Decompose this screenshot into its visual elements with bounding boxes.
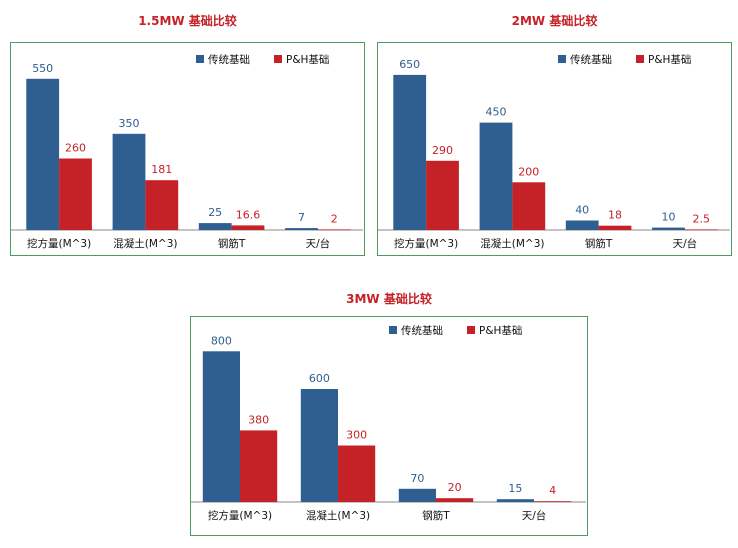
bar-traditional-3 — [652, 227, 685, 230]
legend-label: P&H基础 — [479, 324, 522, 337]
chart-panel-3mw: 800 380 挖方量(M^3) 600 300 混凝土(M^3) 70 20 钢筋T 15 4 天/… — [190, 316, 588, 536]
bar-traditional-0 — [393, 74, 427, 231]
data-label: 2 — [331, 212, 338, 225]
bar-chart-1-5mw: 550 260 挖方量(M^3) 350 181 混凝土(M^3) 25 16.6 钢筋T 7 2天… — [11, 53, 363, 250]
bar-ph-1 — [338, 445, 376, 502]
legend-label: 传统基础 — [570, 53, 612, 66]
legend-swatch-ph — [636, 55, 644, 63]
category-label: 天/台 — [522, 509, 547, 522]
legend-swatch-ph — [467, 326, 475, 334]
legend-label: 传统基础 — [208, 53, 250, 66]
bar-ph-1 — [145, 180, 179, 230]
data-label: 550 — [32, 62, 53, 75]
category-label: 混凝土(M^3) — [113, 237, 177, 250]
bar-traditional-3 — [285, 228, 318, 230]
bar-traditional-2 — [398, 488, 436, 502]
legend-label: P&H基础 — [648, 53, 691, 66]
legend-swatch-traditional — [558, 55, 566, 63]
category-label: 混凝土(M^3) — [480, 237, 544, 250]
data-label: 290 — [432, 144, 453, 157]
data-label: 18 — [608, 209, 622, 222]
data-label: 4 — [549, 484, 556, 497]
legend-swatch-ph — [274, 55, 282, 63]
chart-panel-2mw: 650 290 挖方量(M^3) 450 200 混凝土(M^3) 40 18 钢筋T 10 2.5… — [377, 42, 732, 256]
category-label: 挖方量(M^3) — [27, 237, 91, 250]
bar-ph-0 — [426, 160, 459, 230]
data-label: 600 — [309, 372, 330, 385]
chart-panel-1-5mw: 550 260 挖方量(M^3) 350 181 混凝土(M^3) 25 16.6 钢筋T 7 2 天… — [10, 42, 365, 256]
bar-traditional-3 — [496, 499, 534, 502]
data-label: 20 — [448, 481, 462, 494]
data-label: 10 — [662, 211, 676, 224]
data-label: 200 — [518, 165, 539, 178]
category-label: 天/台 — [673, 237, 698, 250]
category-label: 挖方量(M^3) — [208, 509, 272, 522]
chart-title-3mw: 3MW 基础比较 — [346, 292, 432, 306]
bar-ph-2 — [598, 225, 632, 230]
bar-traditional-0 — [202, 351, 240, 502]
bar-ph-3 — [684, 229, 718, 231]
data-label: 16.6 — [236, 208, 261, 221]
data-label: 15 — [508, 482, 522, 495]
data-label: 2.5 — [693, 212, 711, 225]
bar-traditional-0 — [26, 78, 60, 231]
data-label: 450 — [486, 106, 507, 119]
bar-ph-2 — [436, 498, 474, 502]
data-label: 40 — [575, 204, 589, 217]
legend-swatch-traditional — [196, 55, 204, 63]
bar-ph-3 — [317, 229, 351, 231]
bar-chart-2mw: 650 290 挖方量(M^3) 450 200 混凝土(M^3) 40 18 钢筋T 10 2.5… — [378, 53, 730, 250]
bar-traditional-1 — [112, 133, 146, 231]
chart-title-1-5mw: 1.5MW 基础比较 — [138, 14, 237, 28]
category-label: 天/台 — [306, 237, 331, 250]
bar-ph-2 — [231, 225, 265, 230]
data-label: 25 — [208, 206, 222, 219]
legend-swatch-traditional — [389, 326, 397, 334]
bar-chart-3mw: 800 380 挖方量(M^3) 600 300 混凝土(M^3) 70 20 钢筋T 15 4天/… — [191, 324, 586, 522]
category-label: 混凝土(M^3) — [306, 509, 370, 522]
bar-traditional-1 — [300, 389, 338, 502]
legend-label: P&H基础 — [286, 53, 329, 66]
bar-ph-1 — [512, 182, 546, 230]
data-label: 260 — [65, 142, 86, 155]
bar-traditional-2 — [198, 223, 232, 230]
bar-ph-0 — [59, 158, 92, 230]
data-label: 650 — [399, 58, 420, 71]
bar-traditional-1 — [479, 122, 513, 230]
legend-label: 传统基础 — [401, 324, 443, 337]
data-label: 300 — [346, 429, 367, 442]
chart-title-2mw: 2MW 基础比较 — [511, 14, 598, 28]
category-label: 钢筋T — [422, 509, 450, 522]
bar-ph-0 — [240, 430, 278, 502]
data-label: 181 — [151, 163, 172, 176]
category-label: 挖方量(M^3) — [394, 237, 458, 250]
category-label: 钢筋T — [218, 237, 246, 250]
bar-traditional-2 — [565, 220, 599, 230]
bar-ph-3 — [534, 501, 572, 502]
category-label: 钢筋T — [585, 237, 613, 250]
data-label: 7 — [298, 211, 305, 224]
data-label: 800 — [211, 334, 232, 347]
data-label: 380 — [248, 413, 269, 426]
data-label: 350 — [119, 117, 140, 130]
data-label: 70 — [410, 472, 424, 485]
